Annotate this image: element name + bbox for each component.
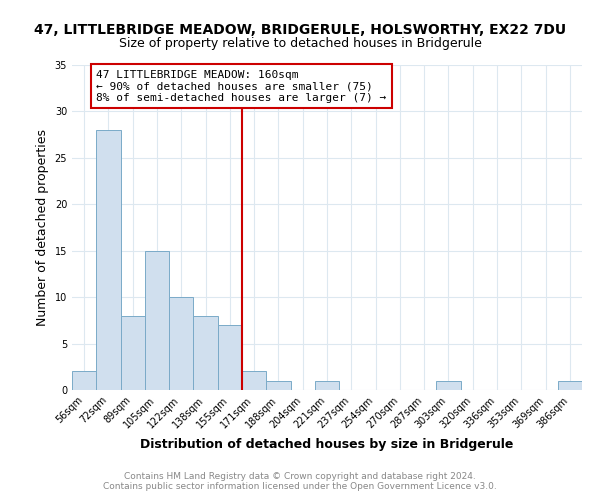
Bar (193, 316, 218, 390)
Bar (242, 372, 266, 390)
Text: 47, LITTLEBRIDGE MEADOW, BRIDGERULE, HOLSWORTHY, EX22 7DU: 47, LITTLEBRIDGE MEADOW, BRIDGERULE, HOL… (34, 22, 566, 36)
Text: Contains public sector information licensed under the Open Government Licence v3: Contains public sector information licen… (103, 482, 497, 491)
Bar (218, 325, 242, 390)
X-axis label: Distribution of detached houses by size in Bridgerule: Distribution of detached houses by size … (140, 438, 514, 451)
Y-axis label: Number of detached properties: Number of detached properties (36, 129, 49, 326)
Text: 47 LITTLEBRIDGE MEADOW: 160sqm
← 90% of detached houses are smaller (75)
8% of s: 47 LITTLEBRIDGE MEADOW: 160sqm ← 90% of … (96, 70, 386, 103)
Bar (96, 130, 121, 390)
Bar (72, 372, 96, 390)
Bar (558, 380, 582, 390)
Bar (436, 380, 461, 390)
Bar (315, 380, 339, 390)
Bar (169, 297, 193, 390)
Text: Size of property relative to detached houses in Bridgerule: Size of property relative to detached ho… (119, 38, 481, 51)
Bar (266, 380, 290, 390)
Bar (145, 250, 169, 390)
Text: Contains HM Land Registry data © Crown copyright and database right 2024.: Contains HM Land Registry data © Crown c… (124, 472, 476, 481)
Bar (121, 316, 145, 390)
